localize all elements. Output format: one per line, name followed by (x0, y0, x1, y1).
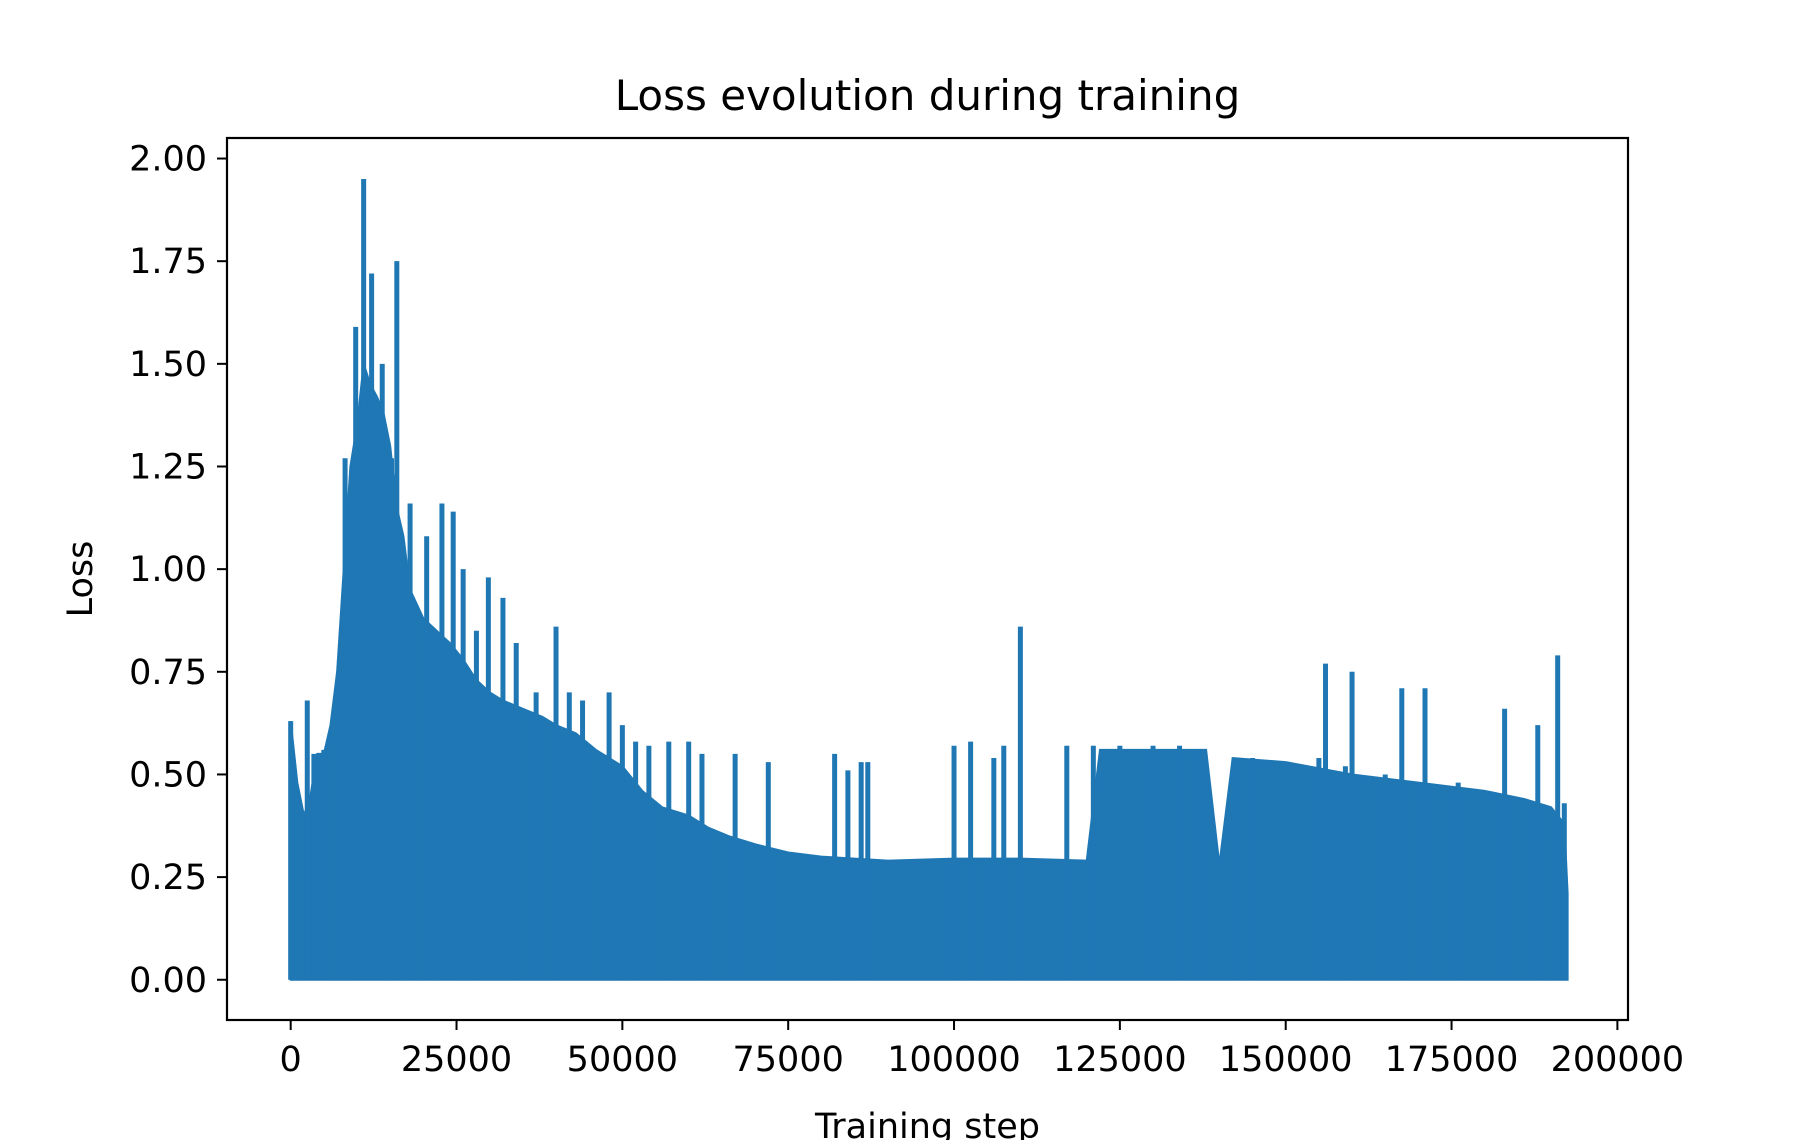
x-tick-label: 25000 (401, 1040, 512, 1080)
y-tick-label: 2.00 (129, 140, 207, 180)
x-tick-label: 0 (280, 1040, 302, 1080)
x-tick-label: 100000 (887, 1040, 1021, 1080)
x-tick-label: 75000 (733, 1040, 844, 1080)
y-tick-label: 0.00 (129, 961, 207, 1001)
y-tick-label: 1.50 (129, 345, 207, 385)
x-tick-label: 50000 (567, 1040, 678, 1080)
plot-area (288, 179, 1569, 981)
y-tick-label: 1.25 (129, 447, 207, 487)
y-axis-label: Loss (61, 541, 101, 618)
x-tick-label: 200000 (1551, 1040, 1685, 1080)
x-tick-label: 150000 (1219, 1040, 1353, 1080)
x-tick-label: 175000 (1385, 1040, 1519, 1080)
y-tick-label: 0.50 (129, 755, 207, 795)
y-axis: 0.00 0.25 0.50 0.75 1.00 1.25 1.50 1.75 2.00 (129, 140, 227, 1001)
y-tick-label: 1.75 (129, 242, 207, 282)
y-tick-label: 0.75 (129, 653, 207, 693)
y-tick-label: 1.00 (129, 550, 207, 590)
x-axis-label: Training step (814, 1107, 1040, 1140)
x-tick-label: 125000 (1053, 1040, 1187, 1080)
chart-title: Loss evolution during training (615, 71, 1241, 120)
y-tick-label: 0.25 (129, 858, 207, 898)
x-axis: 0 25000 50000 75000 100000 125000 150000 175000… (280, 1020, 1685, 1080)
loss-band (289, 363, 1569, 981)
axes-frame (225, 136, 1630, 1022)
